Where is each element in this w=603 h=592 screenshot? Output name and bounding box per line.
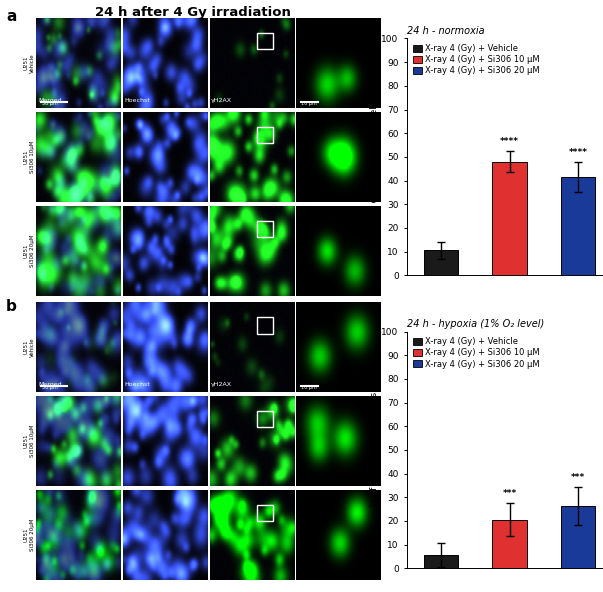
Bar	[561, 506, 595, 568]
Bar	[424, 250, 458, 275]
Text: ***: ***	[571, 473, 585, 482]
Bar	[257, 505, 273, 522]
Text: ***: ***	[502, 490, 517, 498]
Legend: X-ray 4 (Gy) + Vehicle, X-ray 4 (Gy) + Si306 10 μM, X-ray 4 (Gy) + Si306 20 μM: X-ray 4 (Gy) + Vehicle, X-ray 4 (Gy) + S…	[411, 336, 541, 370]
Y-axis label: % of γH2AX positive cells: % of γH2AX positive cells	[370, 99, 379, 214]
Bar	[424, 555, 458, 568]
Bar	[257, 127, 273, 143]
Text: U251
Si306 10µM: U251 Si306 10µM	[24, 425, 34, 457]
Bar	[493, 162, 526, 275]
Legend: X-ray 4 (Gy) + Vehicle, X-ray 4 (Gy) + Si306 10 μM, X-ray 4 (Gy) + Si306 20 μM: X-ray 4 (Gy) + Vehicle, X-ray 4 (Gy) + S…	[411, 43, 541, 77]
Bar	[257, 411, 273, 427]
Text: U251
Vehicle: U251 Vehicle	[24, 53, 34, 73]
Text: 50 μm: 50 μm	[42, 385, 58, 391]
Y-axis label: % of γH2AX positive cells: % of γH2AX positive cells	[370, 392, 379, 507]
Text: 10 μm: 10 μm	[302, 385, 317, 391]
Bar	[493, 520, 526, 568]
Text: 24 h - hypoxia (1% O₂ level): 24 h - hypoxia (1% O₂ level)	[407, 319, 545, 329]
Text: Merged: Merged	[38, 382, 62, 387]
Bar	[257, 317, 273, 333]
Text: γH2AX: γH2AX	[211, 98, 232, 102]
Text: Hoechst: Hoechst	[125, 382, 150, 387]
Text: 10 μm: 10 μm	[302, 101, 317, 107]
Text: U251
Si306 20µM: U251 Si306 20µM	[24, 519, 34, 551]
Text: Merged: Merged	[38, 98, 62, 102]
Text: 24 h after 4 Gy irradiation: 24 h after 4 Gy irradiation	[95, 6, 291, 19]
Text: U251
Si306 20µM: U251 Si306 20µM	[24, 234, 34, 267]
Text: U251
Si306 10µM: U251 Si306 10µM	[24, 141, 34, 173]
Text: 50 μm: 50 μm	[42, 101, 58, 107]
Text: b: b	[6, 299, 17, 314]
Text: ****: ****	[569, 148, 587, 157]
Text: ****: ****	[500, 137, 519, 146]
Text: a: a	[6, 9, 16, 24]
Text: Hoechst: Hoechst	[125, 98, 150, 102]
Text: U251
Vehicle: U251 Vehicle	[24, 337, 34, 357]
Text: γH2AX: γH2AX	[211, 382, 232, 387]
Bar	[561, 177, 595, 275]
Bar	[257, 33, 273, 49]
Text: 24 h - normoxia: 24 h - normoxia	[407, 26, 485, 36]
Bar	[257, 221, 273, 237]
